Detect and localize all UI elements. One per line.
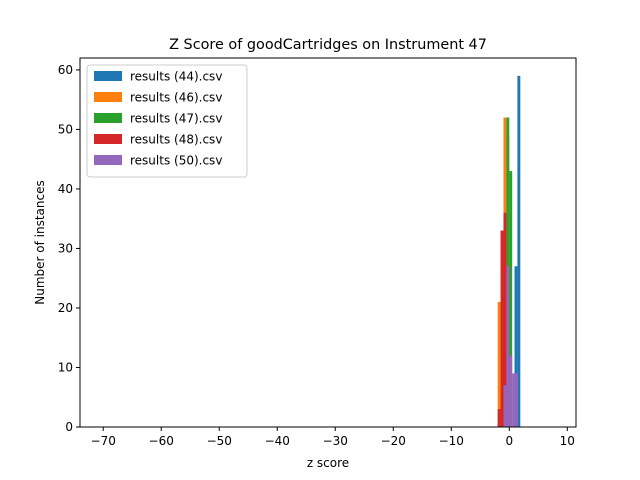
bar-series-5-bin-2 <box>506 266 510 427</box>
y-tick-label: 0 <box>65 420 73 434</box>
x-tick-label: −20 <box>381 434 406 448</box>
bar-series-4-bin-1 <box>497 409 501 427</box>
x-tick-label: −30 <box>323 434 348 448</box>
x-tick-label: 10 <box>560 434 575 448</box>
bar-series-1-bin-1 <box>514 266 518 427</box>
legend-frame <box>86 64 248 178</box>
legend-swatch <box>94 92 122 102</box>
legend-swatch <box>94 134 122 144</box>
bar-series-5-bin-4 <box>512 373 516 427</box>
legend-label: results (46).csv <box>130 91 222 105</box>
chart-title: Z Score of goodCartridges on Instrument … <box>169 37 487 53</box>
bars-layer <box>497 75 521 428</box>
bar-series-5-bin-3 <box>509 355 513 427</box>
y-tick-label: 60 <box>58 63 73 77</box>
legend-label: results (50).csv <box>130 154 222 168</box>
bar-series-5-bin-5 <box>515 373 518 427</box>
legend: results (44).csv results (46).csv results … <box>86 64 248 178</box>
y-axis-ticks: 0 10 20 30 40 50 60 <box>58 63 80 434</box>
legend-label: results (44).csv <box>130 70 222 84</box>
y-tick-label: 20 <box>58 301 73 315</box>
y-tick-label: 40 <box>58 182 73 196</box>
x-axis-label: z score <box>307 456 349 470</box>
x-axis-ticks: −70 −60 −50 −40 −30 −20 −10 0 10 <box>91 427 575 448</box>
plot-frame <box>79 57 577 428</box>
legend-swatch <box>94 113 122 123</box>
bar-series-5-bin-1 <box>503 385 507 427</box>
x-tick-label: −50 <box>207 434 232 448</box>
x-tick-label: −60 <box>149 434 174 448</box>
y-tick-label: 10 <box>58 360 73 374</box>
legend-label: results (48).csv <box>130 133 222 147</box>
legend-label: results (47).csv <box>130 112 222 126</box>
x-tick-label: −40 <box>265 434 290 448</box>
bar-series-1-bin-2 <box>517 75 521 428</box>
y-axis-label: Number of instances <box>33 180 47 305</box>
bar-series-4-bin-3 <box>503 212 507 427</box>
legend-swatch <box>94 71 122 81</box>
x-tick-label: −70 <box>91 434 116 448</box>
y-tick-label: 50 <box>58 122 73 136</box>
bar-series-3-bin-2 <box>509 171 513 427</box>
x-tick-label: −10 <box>439 434 464 448</box>
legend-swatch <box>94 155 122 165</box>
x-tick-label: 0 <box>505 434 513 448</box>
bar-series-2-bin-1 <box>497 302 501 427</box>
bar-series-4-bin-2 <box>500 230 504 427</box>
y-tick-label: 30 <box>58 241 73 255</box>
